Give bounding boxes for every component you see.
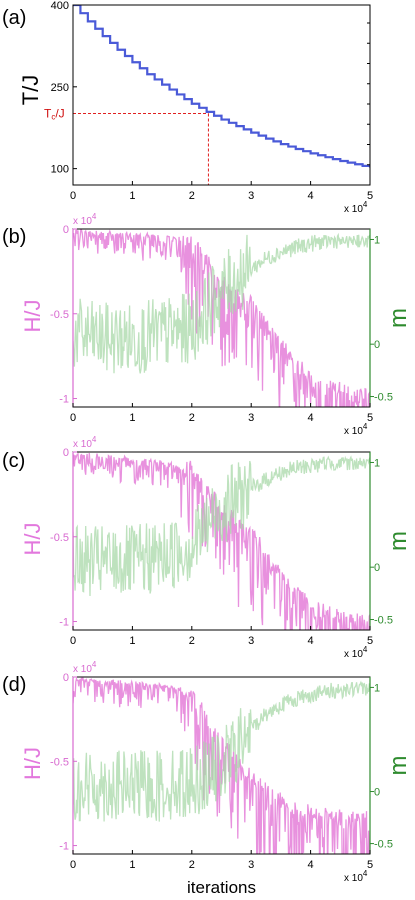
y-left-axis-label: H/J <box>20 747 45 780</box>
y-multiplier-base: x 10 <box>73 216 92 227</box>
x-tick-label: 2 <box>189 412 195 424</box>
x-tick-label: 3 <box>248 859 254 871</box>
y-left-tick-label: -1 <box>59 394 69 406</box>
tc-label-tail: /J <box>55 107 64 121</box>
panel-label: (b) <box>2 226 26 248</box>
y-right-tick-label: 1 <box>374 682 380 694</box>
x-tick-label: 4 <box>308 635 314 647</box>
y-left-axis-label: H/J <box>20 300 45 333</box>
y-right-tick-label: 1 <box>374 457 380 469</box>
x-tick-label: 3 <box>248 412 254 424</box>
y-left-tick-label: -0.5 <box>50 532 69 544</box>
y-right-tick-label: -0.5 <box>374 615 393 627</box>
y-multiplier-base: x 10 <box>73 664 92 675</box>
y-right-tick-label: 0 <box>374 562 380 574</box>
panel-label: (a) <box>2 7 26 29</box>
temperature-schedule-line <box>73 5 370 168</box>
x-multiplier: x 104 <box>344 422 368 437</box>
x-tick-label: 4 <box>308 859 314 871</box>
x-tick-label: 3 <box>248 190 254 202</box>
magnetization-series-line <box>73 232 370 374</box>
x-tick-label: 1 <box>129 859 135 871</box>
y-left-tick-label: -1 <box>59 841 69 853</box>
x-multiplier-exp: 4 <box>363 645 368 654</box>
y-right-tick-label: -0.5 <box>374 839 393 851</box>
y-right-tick-label: -0.5 <box>374 392 393 404</box>
x-multiplier: x 104 <box>344 869 368 884</box>
tc-label-main: T <box>44 107 52 121</box>
x-tick-label: 0 <box>70 859 76 871</box>
x-multiplier-base: x 10 <box>344 649 363 660</box>
x-multiplier-exp: 4 <box>363 422 368 431</box>
x-multiplier: x 104 <box>344 200 368 215</box>
y-right-tick-label: 0 <box>374 339 380 351</box>
y-multiplier: x 104 <box>73 435 97 450</box>
x-tick-label: 5 <box>367 859 373 871</box>
x-multiplier-base: x 10 <box>344 873 363 884</box>
x-multiplier-base: x 10 <box>344 426 363 437</box>
y-left-tick-label: -0.5 <box>50 309 69 321</box>
x-tick-label: 4 <box>308 412 314 424</box>
y-left-tick-label: 0 <box>63 447 69 459</box>
x-tick-label: 5 <box>367 635 373 647</box>
y-left-tick-label: 250 <box>51 82 69 94</box>
x-tick-label: 2 <box>189 190 195 202</box>
energy-series-line <box>73 452 370 630</box>
y-right-axis-label: m <box>385 756 412 776</box>
y-right-tick-label: 1 <box>374 234 380 246</box>
y-left-tick-label: 0 <box>63 224 69 236</box>
x-tick-label: 2 <box>189 635 195 647</box>
y-multiplier: x 104 <box>73 212 97 227</box>
y-right-tick-label: 0 <box>374 787 380 799</box>
x-multiplier-exp: 4 <box>363 869 368 878</box>
x-tick-label: 1 <box>129 190 135 202</box>
y-multiplier-exp: 4 <box>92 212 97 221</box>
x-tick-label: 4 <box>308 190 314 202</box>
panel-label: (d) <box>2 674 26 696</box>
y-left-tick-label: -0.5 <box>50 756 69 768</box>
x-tick-label: 3 <box>248 635 254 647</box>
x-tick-label: 0 <box>70 190 76 202</box>
tc-label: Tc/J <box>44 107 65 122</box>
x-tick-label: 1 <box>129 412 135 424</box>
x-multiplier-base: x 10 <box>344 204 363 215</box>
x-tick-label: 5 <box>367 412 373 424</box>
y-multiplier-base: x 10 <box>73 439 92 450</box>
y-multiplier: x 104 <box>73 660 97 675</box>
y-left-tick-label: 400 <box>51 0 69 12</box>
y-right-axis-label: m <box>385 531 412 551</box>
y-multiplier-exp: 4 <box>92 435 97 444</box>
x-tick-label: 5 <box>367 190 373 202</box>
magnetization-series-line <box>73 455 370 597</box>
x-multiplier: x 104 <box>344 645 368 660</box>
x-tick-label: 2 <box>189 859 195 871</box>
x-tick-label: 0 <box>70 635 76 647</box>
y-left-axis-label: H/J <box>20 523 45 556</box>
x-multiplier-exp: 4 <box>363 200 368 209</box>
y-right-axis-label: m <box>385 308 412 328</box>
y-multiplier-exp: 4 <box>92 660 97 669</box>
axes-frame <box>72 451 371 631</box>
axes-frame <box>72 4 371 186</box>
y-axis-label: T/J <box>18 75 43 106</box>
y-left-tick-label: 100 <box>51 164 69 176</box>
magnetization-series-line <box>73 680 370 822</box>
x-tick-label: 1 <box>129 635 135 647</box>
panel-label: (c) <box>2 450 25 472</box>
x-axis-label: iterations <box>187 878 256 897</box>
y-left-tick-label: -1 <box>59 617 69 629</box>
x-tick-label: 0 <box>70 412 76 424</box>
tc-label-sub: c <box>51 113 55 122</box>
y-left-tick-label: 0 <box>63 672 69 684</box>
